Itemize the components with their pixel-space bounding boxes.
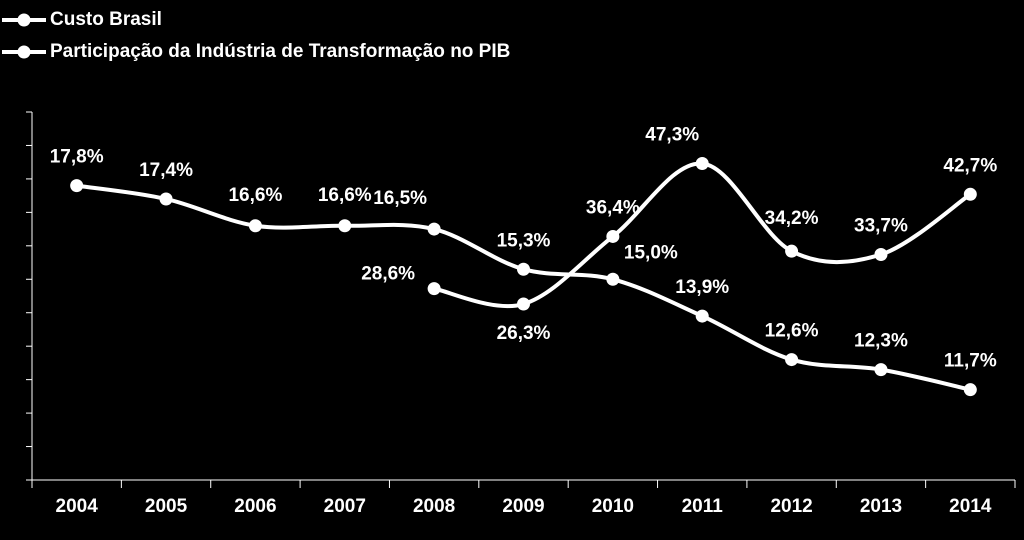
data-label: 34,2% [765,208,819,229]
data-label: 16,5% [373,188,427,209]
legend-marker [17,13,31,27]
data-label: 11,7% [944,351,997,372]
x-tick-label: 2004 [56,496,99,517]
data-label: 36,4% [586,197,640,218]
x-tick-label: 2008 [413,496,455,517]
legend-label: Participação da Indústria de Transformaç… [50,41,510,62]
point [159,192,173,206]
point [785,244,799,258]
data-label: 16,6% [318,185,372,206]
point [427,222,441,236]
data-label: 47,3% [645,125,699,146]
x-tick-label: 2006 [234,496,276,517]
data-label: 33,7% [854,216,908,237]
point [963,187,977,201]
point [338,219,352,233]
data-label: 12,3% [854,331,908,352]
data-label: 13,9% [675,277,729,298]
point [785,353,799,367]
legend-marker [17,45,31,59]
point [517,297,530,311]
x-tick-label: 2013 [860,496,902,517]
point [606,272,620,286]
point [248,219,262,233]
x-tick-label: 2012 [770,496,812,517]
x-tick-label: 2005 [145,496,188,517]
data-label: 15,3% [497,230,551,251]
point [963,383,977,397]
point [427,282,441,296]
series-line [76,183,971,392]
x-tick-label: 2007 [324,496,366,517]
x-tick-label: 2011 [682,496,724,517]
data-label: 42,7% [943,155,997,176]
point [606,229,620,243]
point [874,363,888,377]
data-label: 28,6% [361,264,415,285]
x-tick-label: 2014 [949,496,992,517]
point [874,248,888,262]
data-label: 17,4% [139,160,193,181]
point [695,309,709,323]
data-label: 12,6% [765,321,819,342]
data-label: 16,6% [228,185,282,206]
point [695,157,709,171]
x-tick-label: 2009 [502,496,544,517]
point [517,262,530,276]
data-label: 17,8% [50,147,104,168]
legend-label: Custo Brasil [50,9,162,30]
x-tick-label: 2010 [592,496,634,517]
data-label: 15,0% [624,242,678,263]
point [70,179,84,193]
data-label: 26,3% [497,323,551,344]
